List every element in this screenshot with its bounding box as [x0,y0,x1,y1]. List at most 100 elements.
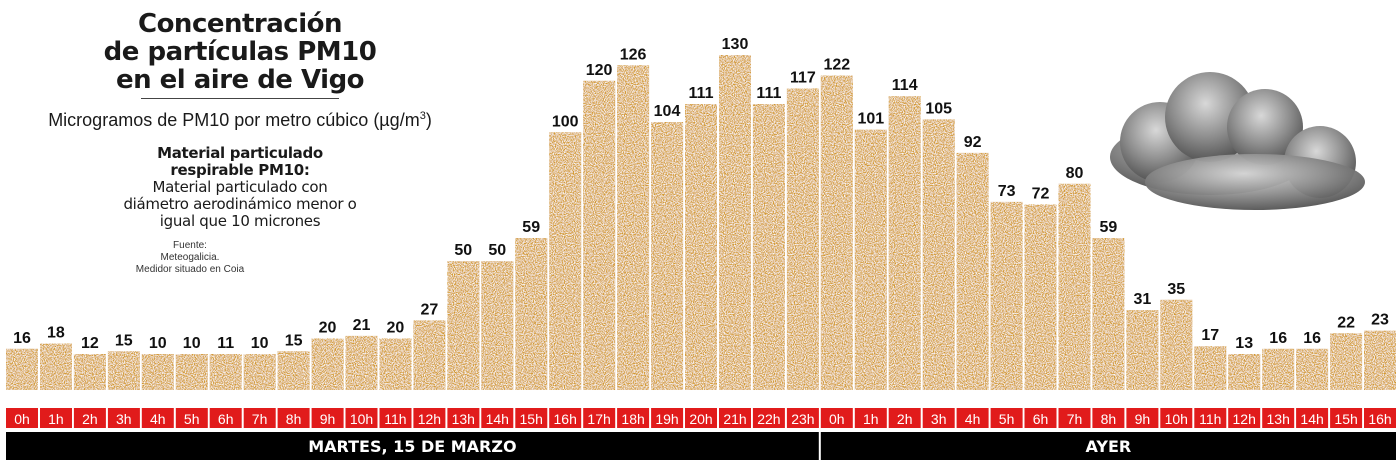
bar-32 [1092,238,1125,390]
bar-26 [888,96,921,390]
hour-label-bg-15 [515,408,548,428]
cloud-icon [1110,72,1365,210]
day-band-label-0: MARTES, 15 DE MARZO [308,437,516,456]
hour-label-6: 6h [218,411,234,427]
day-band-1 [820,432,1396,460]
value-label-32: 59 [1100,219,1118,236]
value-label-13: 50 [454,242,472,259]
bar-38 [1296,348,1329,390]
hour-label-bg-16 [549,408,582,428]
hour-label-18: 18h [621,411,644,427]
hour-label-2: 2h [82,411,98,427]
hour-label-bg-17 [583,408,616,428]
bar-4 [141,354,174,390]
definition-note: Material particulado respirable PM10: Ma… [30,145,450,230]
value-label-18: 126 [620,46,647,63]
hour-label-3: 3h [116,411,132,427]
value-label-1: 18 [47,325,65,342]
hour-label-9: 9h [320,411,336,427]
bar-18 [617,65,650,391]
bar-33 [1126,310,1159,390]
hour-label-27: 3h [931,411,947,427]
hour-label-8: 8h [286,411,302,427]
hour-label-bg-38 [1296,408,1329,428]
hour-label-40: 16h [1368,411,1391,427]
bar-2 [73,354,106,390]
hour-label-35: 11h [1199,411,1221,427]
bar-6 [209,354,242,390]
hour-label-29: 5h [999,411,1015,427]
bar-17 [583,80,616,391]
source-note: Fuente: Meteogalicia. Medidor situado en… [135,240,245,275]
value-label-31: 80 [1066,165,1084,182]
bar-40 [1364,330,1396,390]
chart-title: Concentración de partículas PM10 en el a… [103,9,377,95]
bar-30 [1024,204,1057,390]
bar-13 [447,261,480,390]
hour-label-0: 0h [14,411,30,427]
bar-24 [820,75,853,390]
bar-3 [107,351,140,390]
value-label-38: 16 [1303,330,1321,347]
hour-label-19: 19h [655,411,678,427]
bar-29 [990,201,1023,390]
value-label-10: 21 [353,317,371,334]
value-label-3: 15 [115,332,133,349]
hour-label-bg-23 [786,408,819,428]
hour-label-bg-7 [243,408,276,428]
hour-label-bg-34 [1160,408,1193,428]
bar-36 [1228,354,1261,390]
bar-27 [922,119,955,391]
bars-layer [6,55,1396,391]
value-label-12: 27 [421,301,439,318]
title-block: Concentración de partículas PM10 en el a… [30,10,450,276]
hour-label-bg-31 [1058,408,1091,428]
hour-label-bg-37 [1262,408,1295,428]
value-label-27: 105 [925,100,952,117]
day-band-0 [6,432,819,460]
hour-label-38: 14h [1300,411,1323,427]
hour-label-bg-11 [379,408,412,428]
subtitle-close: ) [425,110,432,130]
bar-28 [956,152,989,390]
value-label-28: 92 [964,134,982,151]
value-label-25: 101 [857,111,884,128]
bar-11 [379,338,412,390]
value-label-26: 114 [892,77,918,94]
bar-31 [1058,183,1091,390]
hour-label-26: 2h [897,411,913,427]
hour-label-bg-35 [1194,408,1227,428]
day-bands-layer: MARTES, 15 DE MARZO AYER [6,432,1396,460]
bar-1 [40,343,72,390]
hour-label-34: 10h [1165,411,1188,427]
value-label-24: 122 [823,57,850,74]
bar-5 [175,354,208,390]
subtitle-superscript: 3 [419,110,426,122]
bar-7 [243,354,276,390]
value-label-20: 111 [689,85,714,102]
bar-9 [311,338,344,390]
value-label-23: 117 [790,70,816,87]
bar-0 [6,348,38,390]
hour-label-bg-13 [447,408,480,428]
hour-label-7: 7h [252,411,268,427]
hour-label-bg-27 [922,408,955,428]
value-label-6: 11 [217,335,234,352]
hour-label-bg-18 [617,408,650,428]
hour-label-12: 12h [418,411,441,427]
bar-10 [345,335,378,390]
hour-label-bg-19 [651,408,684,428]
hour-label-5: 5h [184,411,200,427]
hour-label-37: 13h [1267,411,1290,427]
hour-label-39: 15h [1334,411,1357,427]
subtitle-text: Microgramos de PM10 por metro cúbico (µg… [48,110,420,130]
hour-label-1: 1h [48,411,64,427]
hour-label-10: 10h [350,411,373,427]
hour-label-bg-26 [888,408,921,428]
hour-label-23: 23h [791,411,814,427]
value-label-8: 15 [285,332,303,349]
hour-label-bg-4 [141,408,174,428]
value-label-0: 16 [13,330,31,347]
hour-label-bg-20 [685,408,717,428]
